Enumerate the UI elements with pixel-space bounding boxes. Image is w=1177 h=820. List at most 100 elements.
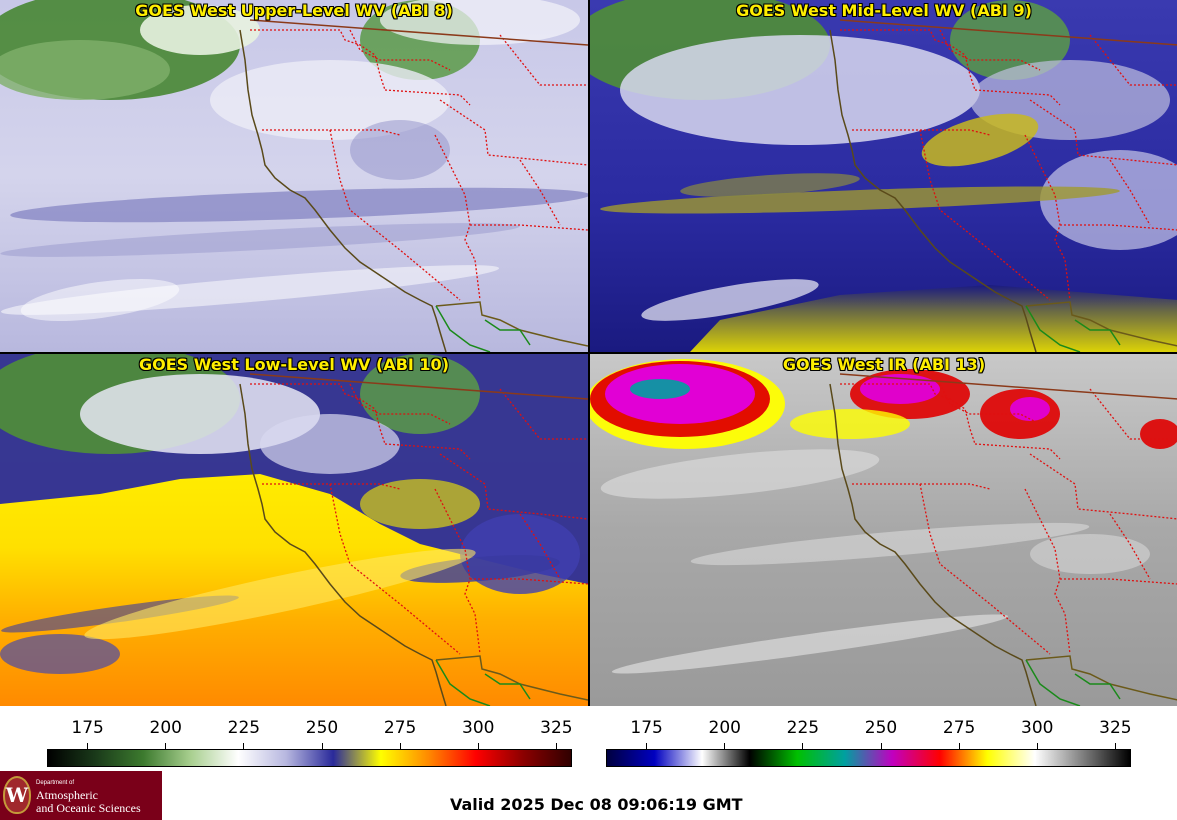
cloud-feature <box>140 5 260 55</box>
baja-coast <box>1025 659 1081 706</box>
cloud-feature <box>20 278 180 322</box>
colorbar-tick-label: 300 <box>1021 718 1054 738</box>
colorbar-tick-mark <box>958 743 960 749</box>
state-border <box>1089 34 1177 86</box>
mexico-border <box>1025 655 1177 701</box>
coastline <box>239 383 447 706</box>
cloud-feature <box>1040 150 1177 250</box>
logo-department: Department of <box>36 780 75 786</box>
panel-mid-level-wv: GOES West Mid-Level WV (ABI 9) <box>590 0 1177 352</box>
cloud-feature <box>1030 534 1150 574</box>
panel-title: GOES West IR (ABI 13) <box>782 355 986 374</box>
state-border <box>1029 453 1177 520</box>
state-border <box>919 483 1051 655</box>
ir-colorbar <box>606 749 1131 767</box>
state-border <box>1089 388 1177 440</box>
state-border <box>1029 99 1177 166</box>
state-border <box>974 89 1061 106</box>
colorbar-tick-label: 175 <box>71 718 104 738</box>
panel-title: GOES West Low-Level WV (ABI 10) <box>138 355 449 374</box>
state-border <box>349 29 451 71</box>
colorbar-tick-label: 300 <box>462 718 495 738</box>
state-border <box>470 578 588 585</box>
logo-atmospheric: Atmospheric <box>36 788 98 802</box>
colorbar-tick-mark <box>321 743 323 749</box>
colorbar-tick-label: 250 <box>305 718 339 738</box>
colorbar-tick-mark <box>1114 743 1116 749</box>
colorbar-tick-mark <box>646 743 648 749</box>
moist-region <box>950 0 1070 80</box>
cloud-feature <box>260 414 400 474</box>
moist-region <box>360 354 480 434</box>
colorbar-tick-label: 200 <box>149 718 182 738</box>
baja-coast <box>435 305 491 352</box>
aos-logo: W Department of Atmospheric and Oceanic … <box>0 771 162 820</box>
state-border <box>919 129 1051 301</box>
panel-ir: GOES West IR (ABI 13) <box>590 354 1177 706</box>
colorbar-tick-label: 325 <box>1099 718 1132 738</box>
state-border <box>519 513 561 580</box>
colorbar-tick-label: 225 <box>786 718 820 738</box>
state-border <box>852 129 991 136</box>
cold-cloud <box>1010 397 1050 421</box>
uw-crest-icon: W <box>3 776 31 814</box>
colorbar-tick-mark <box>555 743 557 749</box>
baja-coast <box>1025 305 1081 352</box>
colorbar-tick-label: 250 <box>864 718 898 738</box>
cloud-feature <box>210 60 450 140</box>
dry-band <box>680 173 860 197</box>
dry-band <box>600 186 1120 214</box>
colorbar-tick-label: 200 <box>708 718 741 738</box>
gulf-coast <box>1074 673 1121 700</box>
panel-upper-level-wv: GOES West Upper-Level WV (ABI 8) <box>0 0 588 352</box>
colorbar-tick-label: 175 <box>630 718 663 738</box>
canada-border <box>249 19 588 46</box>
state-border <box>329 129 461 301</box>
moist-region <box>0 634 120 674</box>
state-border <box>250 383 386 445</box>
state-border <box>939 383 1041 425</box>
horizontal-divider <box>0 352 1177 354</box>
cloud-feature <box>690 522 1090 566</box>
state-border <box>439 99 588 166</box>
colorbar-tick-mark <box>243 743 245 749</box>
colorbar-tick-mark <box>880 743 882 749</box>
state-border <box>852 483 991 490</box>
upper-level-wv-image <box>0 0 588 352</box>
mid-level-wv-image <box>590 0 1177 352</box>
state-border <box>1060 578 1177 585</box>
cloud-feature <box>620 35 980 145</box>
dry-band <box>360 479 480 529</box>
panel-low-level-wv: GOES West Low-Level WV (ABI 10) <box>0 354 588 706</box>
canada-border <box>839 373 1177 400</box>
dry-band <box>921 113 1039 167</box>
state-border <box>329 483 461 655</box>
cold-cloud <box>630 379 690 399</box>
coastline <box>829 29 1037 352</box>
cloud-feature <box>84 548 476 640</box>
state-border <box>384 89 471 106</box>
logo-oceanic: and Oceanic Sciences <box>36 801 141 815</box>
baja-coast <box>435 659 491 706</box>
panel-title: GOES West Mid-Level WV (ABI 9) <box>736 1 1032 20</box>
canada-border <box>249 373 588 400</box>
state-border <box>250 29 386 91</box>
state-border <box>262 483 401 490</box>
cloud-feature <box>641 279 819 321</box>
state-border <box>349 383 451 425</box>
cold-cloud <box>1140 419 1177 449</box>
state-border <box>1109 513 1151 580</box>
gulf-coast <box>484 673 531 700</box>
wv-colorbar-ticks: 175 200 225 250 275 300 325 <box>47 718 573 749</box>
dry-band <box>10 187 588 223</box>
cloud-feature <box>80 374 320 454</box>
colorbar-tick-mark <box>724 743 726 749</box>
state-border <box>499 34 588 86</box>
cloud-feature <box>611 614 1009 674</box>
colorbar-tick-mark <box>802 743 804 749</box>
coastline <box>829 383 1037 706</box>
colorbar-tick-mark <box>399 743 401 749</box>
state-border <box>1060 224 1177 231</box>
gulf-coast <box>484 319 531 346</box>
colorbar-tick-label: 225 <box>227 718 261 738</box>
